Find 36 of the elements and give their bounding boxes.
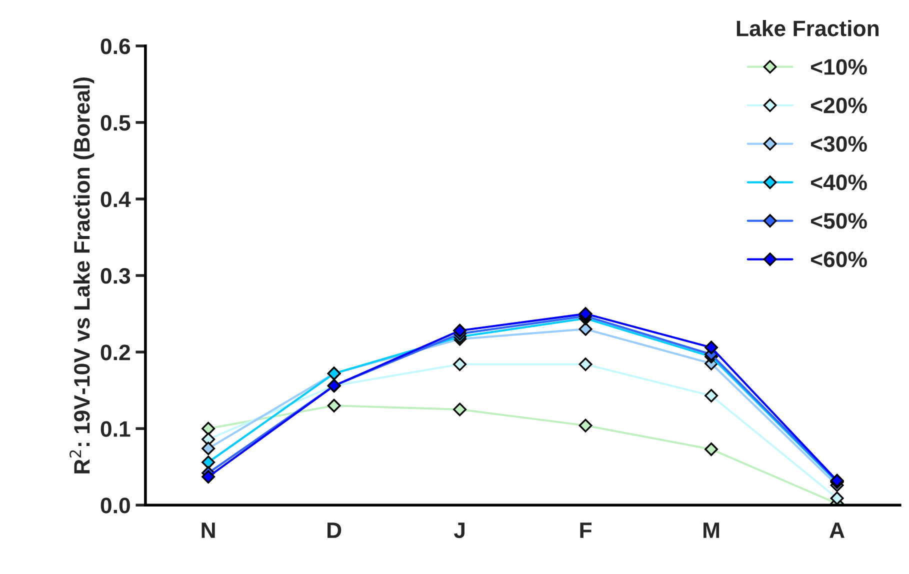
y-tick-label: 0.1 <box>100 421 130 437</box>
legend-title: Lake Fraction <box>736 20 879 36</box>
legend-label: <40% <box>810 174 867 190</box>
point <box>453 402 467 416</box>
y-tick-label: 0.4 <box>100 192 131 208</box>
point <box>202 470 216 484</box>
legend-label: <60% <box>810 252 867 268</box>
point <box>578 418 592 432</box>
point <box>704 340 718 354</box>
x-tick-label: N <box>202 522 215 538</box>
point <box>453 324 467 338</box>
point <box>830 492 844 505</box>
point <box>578 358 592 372</box>
y-axis-title: R$^{2}$: 19V-10V vs Lake Fraction (Boreal) <box>70 77 94 474</box>
y-tick-label: 0.2 <box>100 344 130 360</box>
y-tick-label: 0.0 <box>100 498 130 514</box>
point <box>453 358 467 372</box>
legend-label: <20% <box>810 98 867 114</box>
point <box>578 322 592 336</box>
x-tick-label: J <box>454 522 464 538</box>
point <box>202 456 216 469</box>
x-tick-label: A <box>830 522 844 538</box>
y-tick-label: 0.6 <box>100 38 130 54</box>
x-tick-label: M <box>704 522 720 538</box>
point <box>704 442 718 456</box>
point <box>704 388 718 402</box>
legend-label: <10% <box>810 59 867 75</box>
point <box>202 442 216 456</box>
legend-label: <50% <box>810 213 867 229</box>
y-tick-label: 0.5 <box>100 114 130 131</box>
x-tick-label: D <box>328 522 342 538</box>
x-tick-label: F <box>580 522 592 538</box>
legend-label: <30% <box>810 136 867 152</box>
point <box>202 422 216 436</box>
point <box>327 398 341 412</box>
y-tick-label: 0.3 <box>100 268 130 284</box>
